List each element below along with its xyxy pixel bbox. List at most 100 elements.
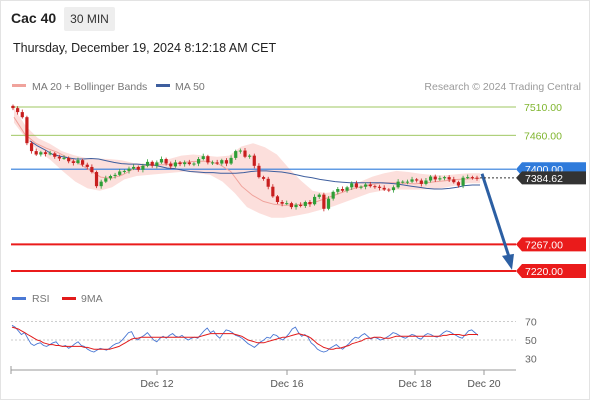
candle-body	[57, 156, 61, 159]
projection-layer	[480, 173, 514, 270]
main-legend: MA 20 + Bollinger Bands MA 50	[12, 81, 205, 93]
level-label-1: 7460.00	[524, 130, 562, 142]
candle-body	[424, 180, 428, 184]
candle-body	[248, 155, 252, 157]
legend-ma20-swatch	[12, 84, 26, 87]
candle-body	[257, 165, 261, 178]
candle-body	[67, 157, 71, 162]
candle-body	[164, 159, 168, 164]
candle-body	[108, 175, 113, 179]
legend-ma20-label: MA 20 + Bollinger Bands	[32, 81, 147, 93]
rsi-tick-label: 30	[525, 353, 537, 365]
rsi-ma-line	[11, 326, 478, 350]
candle-body	[145, 161, 150, 166]
candle-body	[25, 117, 29, 144]
candle-body	[289, 203, 293, 208]
bollinger-band-area	[14, 108, 480, 218]
candle-body	[313, 196, 317, 205]
bollinger-band-layer	[14, 108, 480, 218]
candle-body	[178, 162, 182, 165]
candle-body	[299, 204, 303, 206]
last-price-label: 7384.62	[525, 173, 563, 185]
candle-body	[48, 153, 52, 155]
legend-rsi-ma-swatch	[62, 297, 76, 300]
candle-body	[220, 160, 224, 164]
candle-body	[71, 161, 75, 163]
x-tick-label: Dec 12	[140, 378, 173, 390]
projection-arrow-head	[502, 253, 514, 270]
chart-header: Cac 40 30 MIN	[0, 0, 590, 36]
candle-body	[354, 183, 358, 188]
candle-body	[252, 155, 256, 166]
candle-body	[340, 189, 345, 191]
candle-body	[173, 162, 177, 167]
candle-body	[410, 179, 414, 182]
candle-body	[94, 172, 99, 187]
candle-body	[118, 171, 122, 175]
candle-body	[99, 181, 103, 187]
candle-body	[215, 162, 219, 164]
candle-body	[331, 191, 335, 199]
price-tag-layer: 7510.007460.007400.007267.007220.007384.…	[480, 102, 586, 278]
candle-body	[29, 143, 34, 152]
candle-body	[81, 160, 85, 165]
candle-body	[183, 162, 187, 165]
candle-body	[34, 151, 38, 155]
candle-body	[234, 151, 238, 158]
level-label-0: 7510.00	[524, 102, 562, 114]
candle-body	[113, 174, 117, 176]
candle-body	[382, 187, 386, 190]
candle-body	[308, 202, 312, 205]
legend-rsi-label: RSI	[32, 293, 50, 305]
candle-body	[261, 177, 266, 179]
rsi-legend: RSI 9MA	[12, 293, 103, 305]
candle-body	[76, 160, 80, 163]
candle-body	[192, 163, 196, 165]
candle-body	[373, 186, 377, 188]
candle-body	[401, 181, 405, 183]
candle-body	[271, 186, 275, 197]
candle-body	[387, 189, 391, 191]
candle-body	[43, 152, 48, 154]
candle-body	[127, 168, 131, 171]
candle-body	[136, 166, 140, 170]
candle-body	[197, 159, 201, 164]
level-label-3: 7267.00	[525, 239, 563, 251]
candle-body	[317, 194, 321, 197]
candle-body	[169, 163, 173, 167]
level-label-4: 7220.00	[525, 266, 563, 278]
candle-body	[280, 202, 284, 204]
instrument-title: Cac 40	[11, 10, 57, 26]
candle-body	[326, 198, 331, 209]
candle-body	[419, 180, 423, 184]
candle-body	[391, 187, 396, 191]
candle-body	[364, 184, 368, 187]
candle-body	[11, 105, 15, 109]
candle-body	[415, 179, 419, 181]
candle-layer	[11, 104, 479, 212]
legend-ma50-label: MA 50	[175, 81, 205, 93]
legend-rsi-swatch	[12, 297, 26, 300]
last-price-tag	[516, 171, 586, 185]
candle-body	[62, 157, 66, 159]
level-tag-4	[516, 264, 586, 278]
candle-body	[322, 194, 326, 209]
rsi-tick-label: 70	[525, 317, 537, 329]
timeframe-button[interactable]: 30 MIN	[64, 7, 115, 31]
candle-body	[442, 177, 447, 179]
candle-body	[229, 157, 233, 164]
candle-body	[53, 153, 57, 157]
candle-body	[405, 181, 409, 183]
candle-body	[466, 177, 470, 179]
candle-body	[187, 162, 191, 165]
candle-body	[447, 177, 451, 180]
x-tick-label: Dec 18	[398, 378, 431, 390]
candle-body	[155, 162, 159, 166]
candle-body	[159, 159, 164, 163]
x-axis: Dec 12 Dec 16 Dec 18 Dec 20	[10, 366, 516, 390]
candle-body	[475, 177, 479, 179]
level-layer	[11, 106, 516, 272]
candle-body	[132, 166, 136, 169]
candle-body	[243, 150, 247, 157]
